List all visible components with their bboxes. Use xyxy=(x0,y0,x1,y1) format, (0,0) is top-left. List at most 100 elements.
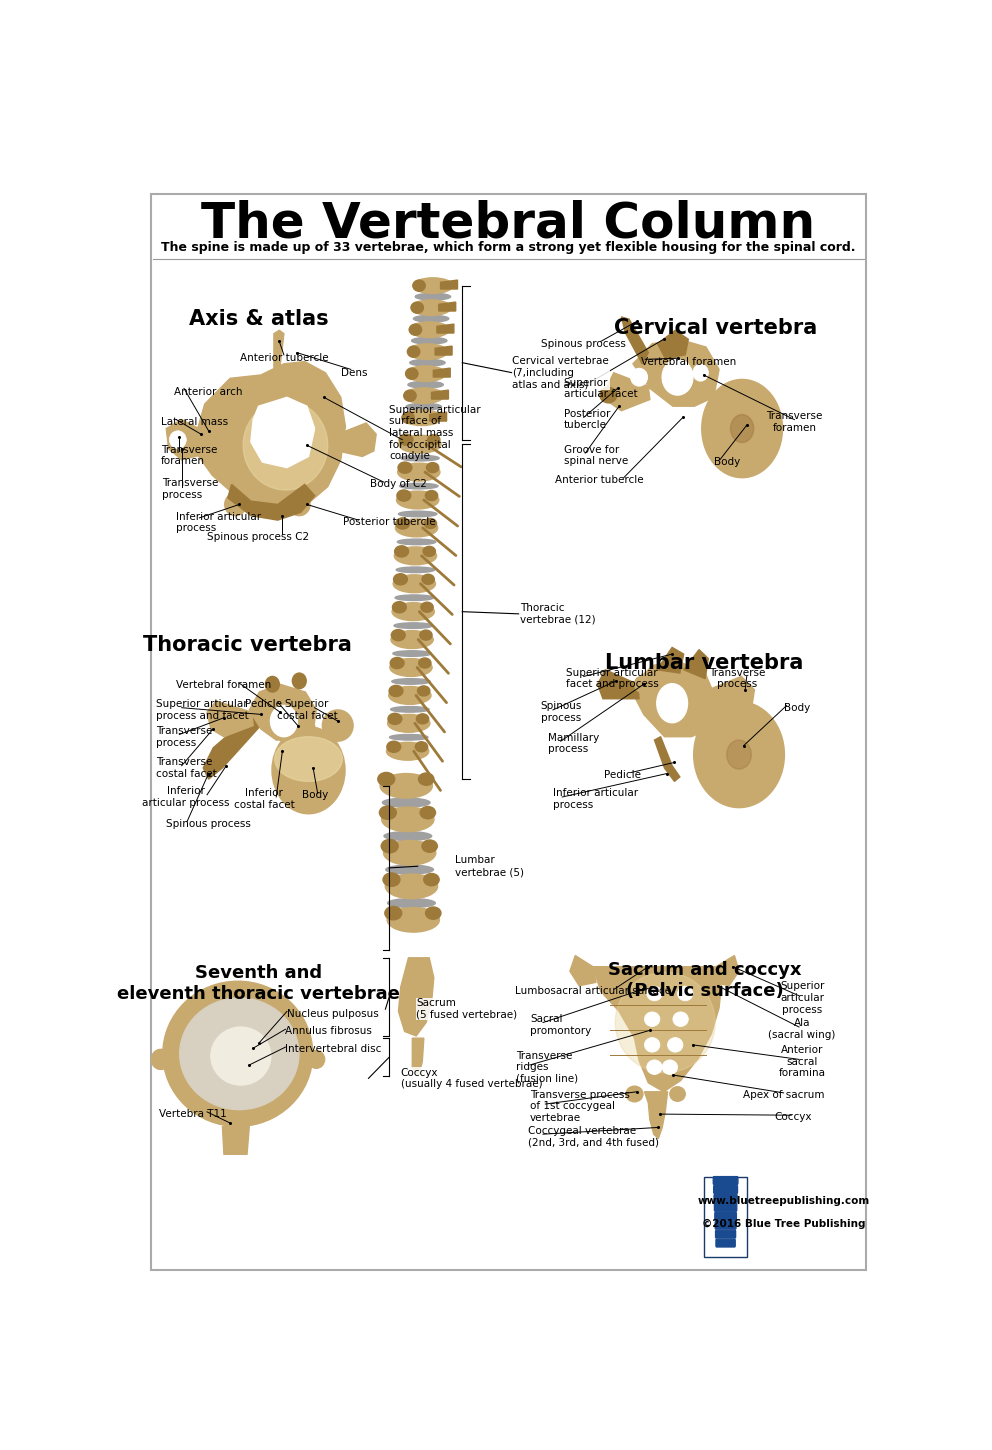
Polygon shape xyxy=(436,325,454,334)
FancyBboxPatch shape xyxy=(713,1176,738,1185)
Ellipse shape xyxy=(645,1038,660,1053)
Ellipse shape xyxy=(384,841,435,866)
Ellipse shape xyxy=(387,741,401,753)
Polygon shape xyxy=(645,1092,668,1138)
Ellipse shape xyxy=(426,908,441,919)
Ellipse shape xyxy=(397,492,438,509)
FancyBboxPatch shape xyxy=(151,194,866,1270)
Text: Axis & atlas: Axis & atlas xyxy=(188,309,328,329)
Text: Vertebral foramen: Vertebral foramen xyxy=(177,680,272,690)
Text: Vertebral foramen: Vertebral foramen xyxy=(641,357,736,367)
Ellipse shape xyxy=(657,684,687,722)
Text: Coccygeal vertebrae
(2nd, 3rd, and 4th fused): Coccygeal vertebrae (2nd, 3rd, and 4th f… xyxy=(528,1125,659,1147)
Text: Lateral mass: Lateral mass xyxy=(161,416,228,426)
Ellipse shape xyxy=(391,706,430,712)
Ellipse shape xyxy=(418,686,430,696)
Ellipse shape xyxy=(390,658,433,677)
Text: Spinous process: Spinous process xyxy=(542,339,626,348)
Text: Posterior
tubercle: Posterior tubercle xyxy=(563,409,610,431)
Ellipse shape xyxy=(394,574,408,584)
Polygon shape xyxy=(413,1038,424,1076)
Polygon shape xyxy=(569,956,596,986)
Ellipse shape xyxy=(395,594,434,600)
Ellipse shape xyxy=(398,463,412,473)
Text: Lumbar vertebra: Lumbar vertebra xyxy=(605,652,804,673)
Ellipse shape xyxy=(211,1027,271,1085)
Polygon shape xyxy=(207,700,253,737)
Ellipse shape xyxy=(387,742,429,760)
Ellipse shape xyxy=(395,545,409,557)
Ellipse shape xyxy=(275,737,342,782)
Ellipse shape xyxy=(379,806,397,819)
Polygon shape xyxy=(621,318,649,364)
Ellipse shape xyxy=(419,773,434,786)
Ellipse shape xyxy=(631,368,648,386)
Ellipse shape xyxy=(730,415,754,442)
Text: Coccyx: Coccyx xyxy=(774,1112,811,1122)
Ellipse shape xyxy=(308,1050,324,1069)
Ellipse shape xyxy=(388,899,435,908)
Text: Transverse
costal facet: Transverse costal facet xyxy=(157,757,217,779)
Ellipse shape xyxy=(243,400,327,490)
FancyBboxPatch shape xyxy=(715,1212,736,1219)
Polygon shape xyxy=(657,647,683,673)
Ellipse shape xyxy=(635,676,649,692)
Text: Superior articular
facet and process: Superior articular facet and process xyxy=(566,668,659,689)
Text: Inferior
articular process: Inferior articular process xyxy=(142,786,229,808)
Text: Seventh and
eleventh thoracic vertebrae: Seventh and eleventh thoracic vertebrae xyxy=(117,964,400,1003)
Ellipse shape xyxy=(408,344,447,360)
FancyBboxPatch shape xyxy=(704,1176,747,1257)
Polygon shape xyxy=(658,331,688,358)
Ellipse shape xyxy=(382,798,431,808)
Ellipse shape xyxy=(404,389,443,403)
Ellipse shape xyxy=(394,624,433,628)
Ellipse shape xyxy=(404,390,416,402)
Ellipse shape xyxy=(413,278,453,293)
Ellipse shape xyxy=(406,403,441,410)
Ellipse shape xyxy=(412,338,447,344)
Polygon shape xyxy=(438,302,455,310)
Ellipse shape xyxy=(417,713,429,724)
Ellipse shape xyxy=(271,706,298,737)
Text: Transverse
ridges
(fusion line): Transverse ridges (fusion line) xyxy=(516,1051,578,1083)
Text: ©2016 Blue Tree Publishing: ©2016 Blue Tree Publishing xyxy=(702,1218,865,1228)
Ellipse shape xyxy=(293,673,307,689)
Ellipse shape xyxy=(394,547,436,566)
Text: Transverse
foramen: Transverse foramen xyxy=(161,445,217,465)
Text: Cervical vertebrae
(7,including
atlas and axis): Cervical vertebrae (7,including atlas an… xyxy=(512,357,609,390)
Ellipse shape xyxy=(378,773,395,786)
Polygon shape xyxy=(228,484,314,521)
Polygon shape xyxy=(593,967,721,1092)
Text: Anterior tubercle: Anterior tubercle xyxy=(240,354,328,362)
Text: Transverse
foramen: Transverse foramen xyxy=(766,410,822,432)
Text: Vertebra T11: Vertebra T11 xyxy=(160,1109,227,1119)
Ellipse shape xyxy=(692,364,708,381)
Text: Thoracic vertebra: Thoracic vertebra xyxy=(143,635,351,655)
Text: Apex of sacrum: Apex of sacrum xyxy=(743,1090,824,1101)
Ellipse shape xyxy=(396,519,437,536)
Ellipse shape xyxy=(382,808,434,832)
Ellipse shape xyxy=(388,715,430,732)
Text: Transverse
process: Transverse process xyxy=(163,478,219,500)
Text: Superior
articular
process: Superior articular process xyxy=(780,982,824,1015)
Ellipse shape xyxy=(670,1086,685,1101)
Ellipse shape xyxy=(422,840,437,853)
Ellipse shape xyxy=(390,735,428,740)
Ellipse shape xyxy=(225,493,246,516)
Text: Inferior
costal facet: Inferior costal facet xyxy=(233,789,295,811)
Text: Inferior articular
process: Inferior articular process xyxy=(177,512,262,534)
Ellipse shape xyxy=(663,360,692,394)
Polygon shape xyxy=(703,676,755,718)
Polygon shape xyxy=(434,368,450,377)
Ellipse shape xyxy=(393,651,432,657)
Text: Anterior arch: Anterior arch xyxy=(174,387,242,397)
Ellipse shape xyxy=(428,435,439,445)
Polygon shape xyxy=(606,373,650,410)
FancyBboxPatch shape xyxy=(714,1204,737,1211)
Text: Superior articular
process and facet: Superior articular process and facet xyxy=(157,699,249,721)
Polygon shape xyxy=(440,280,457,289)
Text: Body: Body xyxy=(302,790,327,800)
Ellipse shape xyxy=(406,368,418,380)
Ellipse shape xyxy=(381,840,398,853)
Ellipse shape xyxy=(424,547,435,557)
